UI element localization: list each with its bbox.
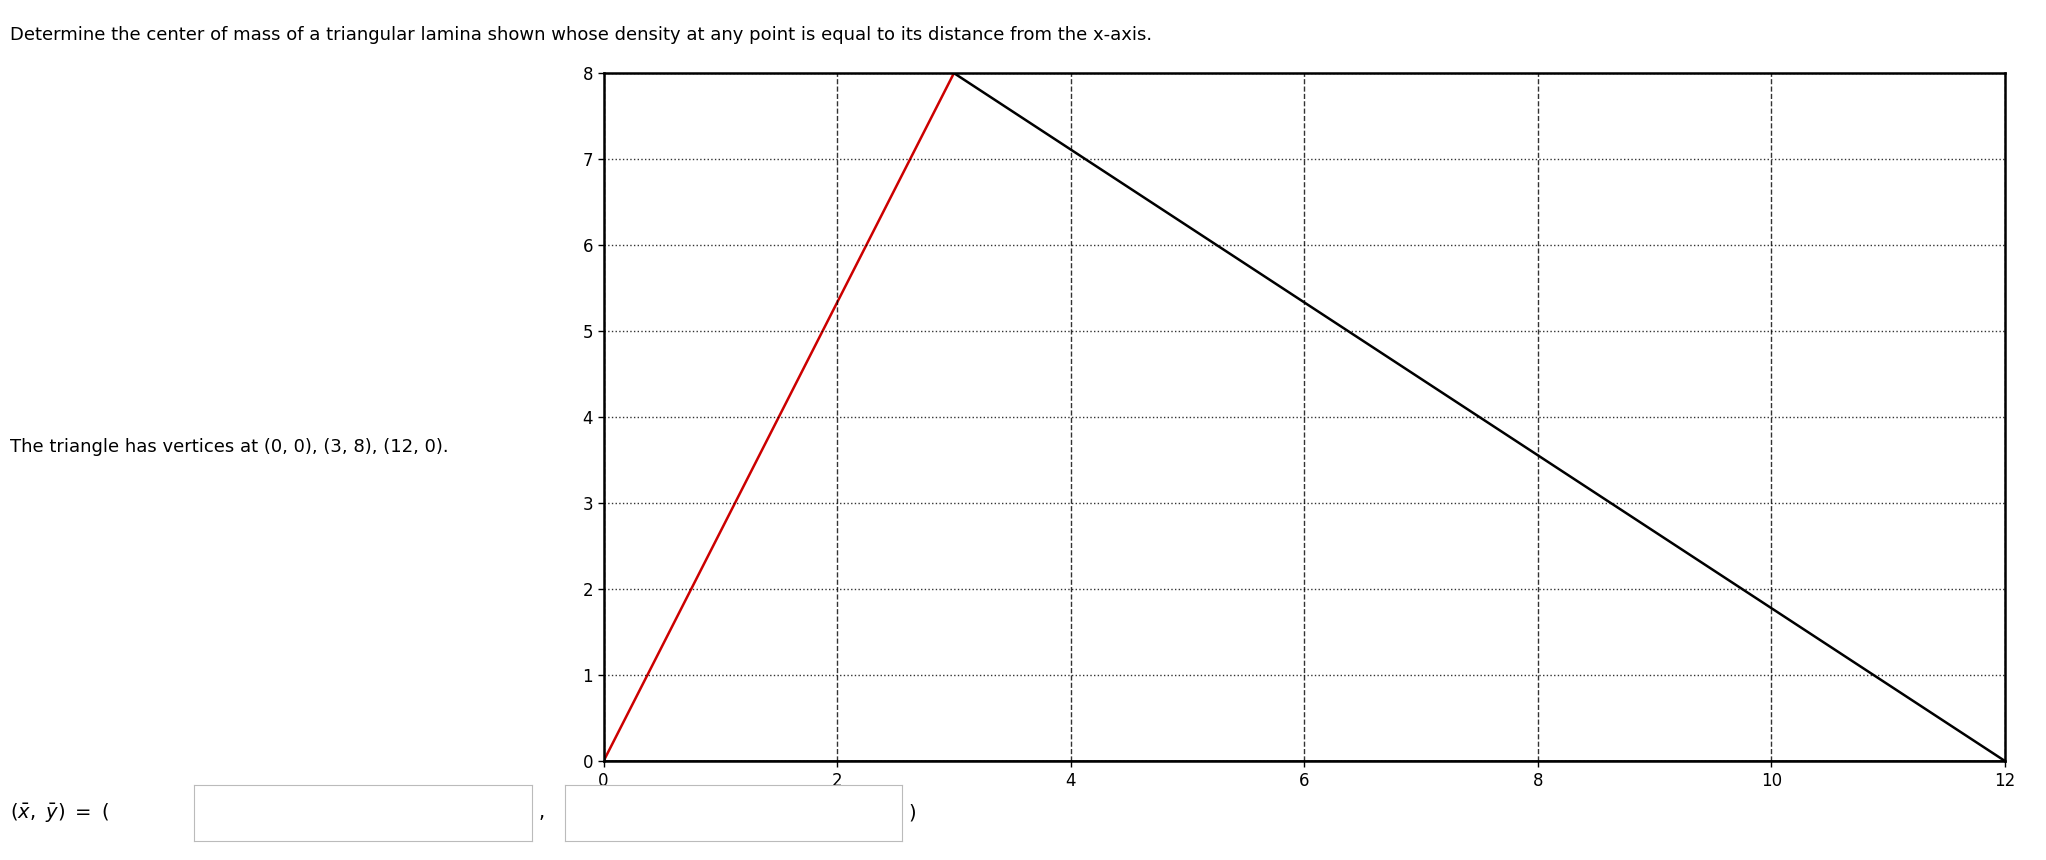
Text: Determine the center of mass of a triangular lamina shown whose density at any p: Determine the center of mass of a triang… — [10, 26, 1152, 44]
Text: $(\bar{x},\ \bar{y})\ =\ ($: $(\bar{x},\ \bar{y})\ =\ ($ — [10, 802, 108, 824]
Text: ,: , — [538, 803, 544, 822]
Text: ): ) — [908, 803, 917, 822]
Text: The triangle has vertices at (0, 0), (3, 8), (12, 0).: The triangle has vertices at (0, 0), (3,… — [10, 439, 448, 456]
